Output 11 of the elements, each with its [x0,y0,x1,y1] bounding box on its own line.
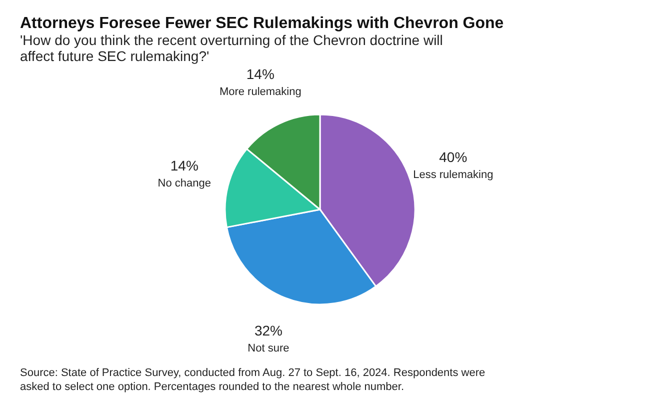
data-label: 32% [254,322,282,339]
slice-label: Not sure [248,342,290,355]
data-label: 14% [246,66,274,82]
slice-label: No change [158,178,212,190]
chart-subtitle: 'How do you think the recent overturning of the Chevron doctrine will affect future SEC rulemaking?' [20,32,443,64]
data-label: 14% [170,158,198,174]
source-note: Source: State of Practice Survey, conducted from Aug. 27 to Sept. 16, 2024. Respondents were asked to select one option. Percentages rounded to the nearest whole number. [20,367,486,393]
chart-title: Attorneys Foresee Fewer SEC Rulemakings with Chevron Gone [20,14,504,32]
slice-label: Less rulemaking [413,169,494,182]
slice-label: More rulemaking [219,86,302,98]
data-label: 40% [439,149,468,166]
